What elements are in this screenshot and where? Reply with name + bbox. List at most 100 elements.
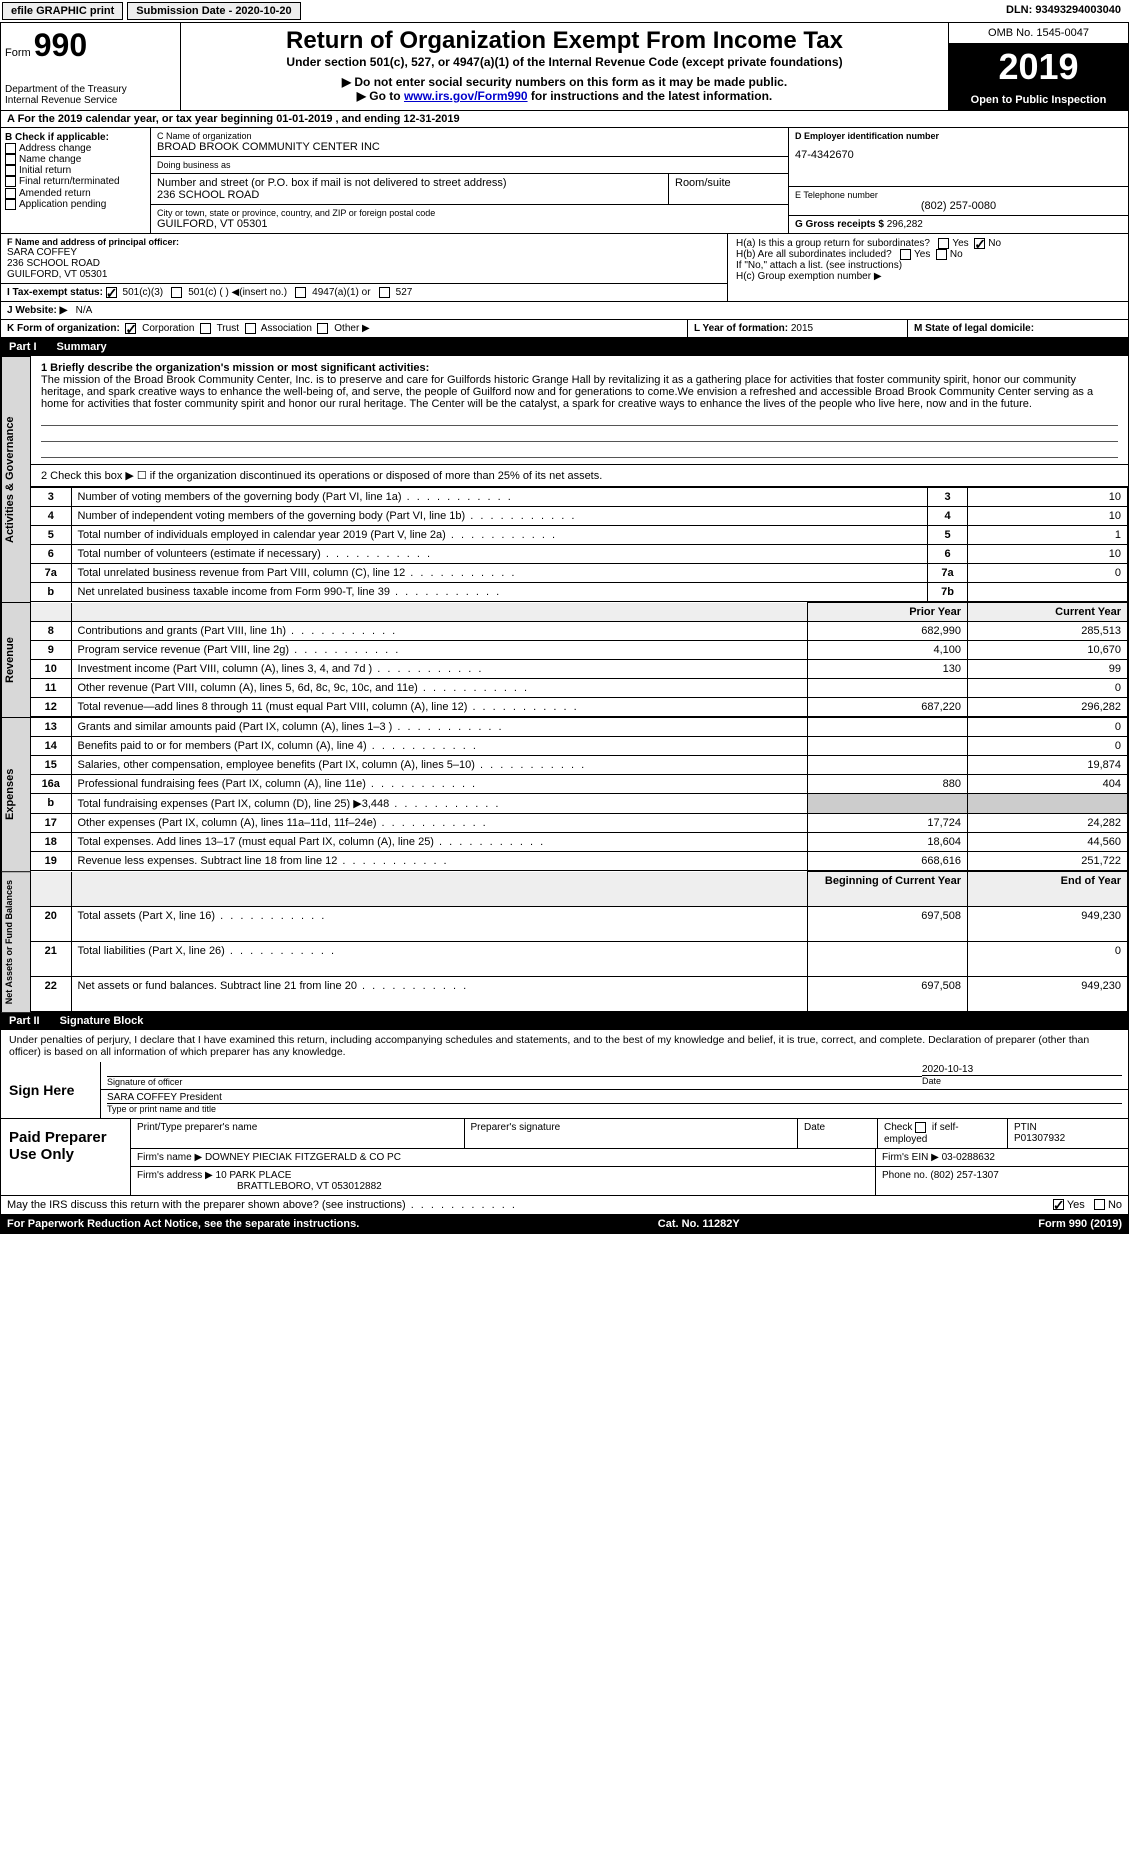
table-row: 13Grants and similar amounts paid (Part … <box>31 718 1128 737</box>
part1-header: Part I Summary <box>1 338 1128 356</box>
signature-block: Sign Here Signature of officer 2020-10-1… <box>1 1062 1128 1119</box>
col-b-title: B Check if applicable: <box>5 132 146 143</box>
table-row: 6Total number of volunteers (estimate if… <box>31 545 1128 564</box>
vert-netassets: Net Assets or Fund Balances <box>1 871 31 1012</box>
vert-revenue: Revenue <box>1 602 31 717</box>
table-row: bTotal fundraising expenses (Part IX, co… <box>31 794 1128 814</box>
preparer-label: Paid Preparer Use Only <box>1 1119 131 1194</box>
submission-date-button[interactable]: Submission Date - 2020-10-20 <box>127 2 300 20</box>
col-b-checkboxes: B Check if applicable: Address change Na… <box>1 128 151 233</box>
cb-self-employed[interactable] <box>915 1122 926 1133</box>
cb-address-change[interactable]: Address change <box>5 143 146 154</box>
cb-ha-yes[interactable] <box>938 238 949 249</box>
table-row: 7aTotal unrelated business revenue from … <box>31 564 1128 583</box>
cb-4947[interactable] <box>295 287 306 298</box>
footer-left: For Paperwork Reduction Act Notice, see … <box>7 1218 359 1230</box>
klm-row: K Form of organization: Corporation Trus… <box>1 320 1128 338</box>
cb-other[interactable] <box>317 323 328 334</box>
omb-number: OMB No. 1545-0047 <box>949 23 1128 44</box>
print-name-label: Type or print name and title <box>107 1103 1122 1114</box>
form-label: Form <box>5 47 31 59</box>
irs-link[interactable]: www.irs.gov/Form990 <box>404 89 528 103</box>
table-row: 12Total revenue—add lines 8 through 11 (… <box>31 698 1128 717</box>
officer-addr1: 236 SCHOOL ROAD <box>7 258 721 269</box>
table-row: 19Revenue less expenses. Subtract line 1… <box>31 852 1128 871</box>
firm-phone: (802) 257-1307 <box>930 1170 998 1181</box>
part2-header: Part II Signature Block <box>1 1012 1128 1030</box>
cb-discuss-yes[interactable] <box>1053 1199 1064 1210</box>
table-row: 20Total assets (Part X, line 16)697,5089… <box>31 907 1128 942</box>
cb-527[interactable] <box>379 287 390 298</box>
identity-grid: B Check if applicable: Address change Na… <box>1 128 1128 234</box>
prior-year-header: Prior Year <box>808 603 968 622</box>
cb-amended-return[interactable]: Amended return <box>5 188 146 199</box>
header-center: Return of Organization Exempt From Incom… <box>181 23 948 110</box>
ptin-value: P01307932 <box>1014 1133 1122 1144</box>
top-bar: efile GRAPHIC print Submission Date - 20… <box>0 0 1129 22</box>
prep-h3: Date <box>798 1119 878 1147</box>
vert-governance: Activities & Governance <box>1 356 31 602</box>
table-row: 5Total number of individuals employed in… <box>31 526 1128 545</box>
org-city: GUILFORD, VT 05301 <box>157 218 782 230</box>
addr-label: Number and street (or P.O. box if mail i… <box>157 177 662 189</box>
org-address: 236 SCHOOL ROAD <box>157 189 662 201</box>
section-a-period: A For the 2019 calendar year, or tax yea… <box>1 111 1128 128</box>
cb-ha-no[interactable] <box>974 238 985 249</box>
mission-text: The mission of the Broad Brook Community… <box>41 374 1118 410</box>
table-row: 9Program service revenue (Part VIII, lin… <box>31 641 1128 660</box>
cb-assoc[interactable] <box>245 323 256 334</box>
preparer-block: Paid Preparer Use Only Print/Type prepar… <box>1 1119 1128 1195</box>
table-row: 3Number of voting members of the governi… <box>31 488 1128 507</box>
cb-application-pending[interactable]: Application pending <box>5 199 146 210</box>
irs-label: Internal Revenue Service <box>5 95 176 106</box>
cb-initial-return[interactable]: Initial return <box>5 165 146 176</box>
revenue-table: Prior Year Current Year 8Contributions a… <box>31 602 1128 717</box>
cb-trust[interactable] <box>200 323 211 334</box>
header-right: OMB No. 1545-0047 2019 Open to Public In… <box>948 23 1128 110</box>
table-row: 15Salaries, other compensation, employee… <box>31 756 1128 775</box>
cb-final-return[interactable]: Final return/terminated <box>5 176 146 187</box>
officer-addr2: GUILFORD, VT 05301 <box>7 269 721 280</box>
table-row: 4Number of independent voting members of… <box>31 507 1128 526</box>
vert-expenses: Expenses <box>1 717 31 871</box>
expenses-table: 13Grants and similar amounts paid (Part … <box>31 717 1128 871</box>
h-b-note: If "No," attach a list. (see instruction… <box>736 260 1120 271</box>
cb-501c3[interactable] <box>106 287 117 298</box>
efile-print-button[interactable]: efile GRAPHIC print <box>2 2 123 20</box>
footer-mid: Cat. No. 11282Y <box>658 1218 740 1230</box>
form-number: 990 <box>34 27 87 63</box>
cb-discuss-no[interactable] <box>1094 1199 1105 1210</box>
sign-date: 2020-10-13 <box>922 1064 1122 1075</box>
table-row: bNet unrelated business taxable income f… <box>31 583 1128 602</box>
sign-here-label: Sign Here <box>1 1062 101 1118</box>
officer-name: SARA COFFEY <box>7 247 721 258</box>
h-a-row: H(a) Is this a group return for subordin… <box>736 238 1120 249</box>
sign-date-label: Date <box>922 1075 1122 1086</box>
table-row: 10Investment income (Part VIII, column (… <box>31 660 1128 679</box>
prep-h1: Print/Type preparer's name <box>131 1119 465 1147</box>
cb-hb-no[interactable] <box>936 249 947 260</box>
ein-value: 47-4342670 <box>795 149 1122 161</box>
table-row: 14Benefits paid to or for members (Part … <box>31 737 1128 756</box>
cb-corp[interactable] <box>125 323 136 334</box>
firm-addr2: BRATTLEBORO, VT 053012882 <box>137 1181 869 1192</box>
line2-checkbox: 2 Check this box ▶ ☐ if the organization… <box>31 465 1128 487</box>
org-name: BROAD BROOK COMMUNITY CENTER INC <box>157 141 782 153</box>
header-left: Form 990 Department of the Treasury Inte… <box>1 23 181 110</box>
cb-hb-yes[interactable] <box>900 249 911 260</box>
h-c-row: H(c) Group exemption number ▶ <box>736 271 1120 282</box>
table-row: 22Net assets or fund balances. Subtract … <box>31 977 1128 1012</box>
governance-table: 3Number of voting members of the governi… <box>31 487 1128 602</box>
col-right-ids: D Employer identification number 47-4342… <box>788 128 1128 233</box>
table-row: 21Total liabilities (Part X, line 26)0 <box>31 942 1128 977</box>
table-row: 11Other revenue (Part VIII, column (A), … <box>31 679 1128 698</box>
dept-label: Department of the Treasury <box>5 84 176 95</box>
officer-printed-name: SARA COFFEY President <box>107 1092 1122 1103</box>
footer-right: Form 990 (2019) <box>1038 1218 1122 1230</box>
tax-status-label: I Tax-exempt status: <box>7 287 103 298</box>
cb-501c[interactable] <box>171 287 182 298</box>
page-footer: For Paperwork Reduction Act Notice, see … <box>1 1215 1128 1233</box>
end-year-header: End of Year <box>968 872 1128 907</box>
cb-name-change[interactable]: Name change <box>5 154 146 165</box>
table-row: 17Other expenses (Part IX, column (A), l… <box>31 814 1128 833</box>
